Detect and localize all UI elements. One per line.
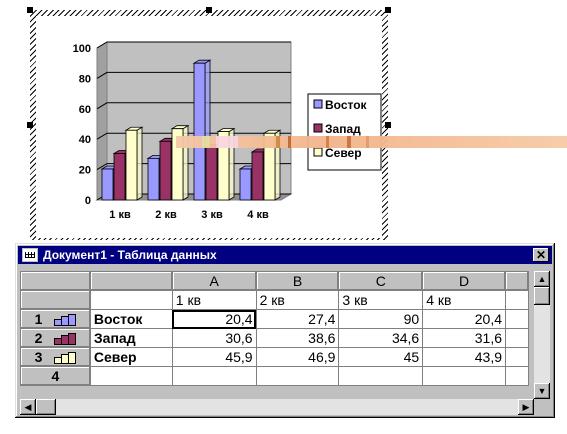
legend-label: Запад <box>325 122 361 136</box>
y-tick-label: 80 <box>79 73 91 85</box>
category-cell-d[interactable]: 4 кв <box>422 290 507 310</box>
x-tick-label: 2 кв <box>155 209 177 221</box>
y-tick-label: 0 <box>85 195 91 207</box>
column-header-extra[interactable] <box>505 271 529 291</box>
row-number: 3 <box>34 349 43 365</box>
resize-handle-tr[interactable] <box>385 7 391 13</box>
legend-label: Север <box>325 146 362 160</box>
vertical-scroll-thumb[interactable] <box>534 287 550 305</box>
series-label-cell[interactable] <box>89 366 173 386</box>
y-tick-label: 100 <box>73 43 91 55</box>
row-header-1[interactable]: 1 <box>20 309 91 329</box>
series-color-icon <box>54 313 77 326</box>
horizontal-scroll-thumb[interactable] <box>36 399 56 415</box>
column-header-d[interactable]: D <box>422 271 507 291</box>
resize-handle-tl[interactable] <box>27 7 33 13</box>
scroll-right-arrow-icon[interactable]: ▶ <box>518 399 534 415</box>
data-cell-b2[interactable]: 38,6 <box>255 328 340 348</box>
data-cell-extra[interactable] <box>505 347 529 367</box>
data-cell-d1[interactable]: 20,4 <box>422 309 507 329</box>
data-cell-c4[interactable] <box>338 366 424 386</box>
data-cell-c1[interactable]: 90 <box>338 309 424 329</box>
data-cell-d4[interactable] <box>422 366 507 386</box>
screen-artifact-streak <box>176 136 567 148</box>
category-cell-c[interactable]: 3 кв <box>338 290 424 310</box>
category-label-cell[interactable] <box>89 290 173 310</box>
data-cell-b3[interactable]: 46,9 <box>255 347 340 367</box>
row-header-3[interactable]: 3 <box>20 347 91 367</box>
horizontal-scrollbar[interactable]: ◀ ▶ <box>20 399 534 415</box>
legend-swatch <box>313 123 323 133</box>
legend-label: Восток <box>325 98 368 112</box>
bar <box>124 126 144 201</box>
window-title: Документ1 - Таблица данных <box>43 248 217 262</box>
category-cell-b[interactable]: 2 кв <box>255 290 340 310</box>
row-number: 2 <box>34 330 43 346</box>
resize-handle-mr[interactable] <box>385 122 391 128</box>
row-header-2[interactable]: 2 <box>20 328 91 348</box>
legend-swatch <box>313 99 323 109</box>
data-cell-b4[interactable] <box>255 366 340 386</box>
category-cell-a[interactable]: 1 кв <box>171 290 257 310</box>
row-header-4[interactable]: 4 <box>20 366 91 386</box>
data-cell-d3[interactable]: 43,9 <box>422 347 507 367</box>
datasheet-window[interactable]: Документ1 - Таблица данных ✕ A B C D 1 к… <box>15 243 555 418</box>
resize-handle-ml[interactable] <box>27 122 33 128</box>
data-cell-a1[interactable]: 20,4 <box>171 309 257 329</box>
scroll-down-arrow-icon[interactable]: ▼ <box>534 383 550 399</box>
data-cell-d2[interactable]: 31,6 <box>422 328 507 348</box>
series-color-icon <box>54 332 77 345</box>
data-cell-c2[interactable]: 34,6 <box>338 328 424 348</box>
y-tick-label: 40 <box>79 134 91 146</box>
series-label-cell[interactable]: Север <box>89 347 173 367</box>
data-cell-a2[interactable]: 30,6 <box>171 328 257 348</box>
x-tick-label: 4 кв <box>247 209 269 221</box>
category-cell-extra[interactable] <box>505 290 529 310</box>
datasheet-icon <box>22 248 38 262</box>
table-row[interactable]: 2 Запад 30,6 38,6 34,6 31,6 <box>20 328 529 348</box>
gridline <box>96 102 291 110</box>
series-color-icon <box>54 351 77 364</box>
vertical-scrollbar[interactable]: ▲ ▼ <box>534 271 550 399</box>
data-cell-extra[interactable] <box>505 366 529 386</box>
data-cell-extra[interactable] <box>505 328 529 348</box>
close-button[interactable]: ✕ <box>533 248 549 262</box>
gridline <box>96 71 291 79</box>
y-tick-label: 60 <box>79 104 91 116</box>
series-label-cell[interactable]: Восток <box>89 309 173 329</box>
corner-select-all[interactable] <box>20 271 91 291</box>
data-cell-a4[interactable] <box>171 366 257 386</box>
legend-swatch <box>313 147 323 157</box>
scroll-left-arrow-icon[interactable]: ◀ <box>20 399 36 415</box>
table-row[interactable]: 1 Восток 20,4 27,4 90 20,4 <box>20 309 529 329</box>
resize-handle-tm[interactable] <box>206 7 212 13</box>
row-number: 1 <box>34 311 43 327</box>
column-header-a[interactable]: A <box>171 271 257 291</box>
window-titlebar[interactable]: Документ1 - Таблица данных ✕ <box>18 246 552 264</box>
y-tick-label: 20 <box>79 165 91 177</box>
column-header-b[interactable]: B <box>255 271 340 291</box>
table-row[interactable]: 4 <box>20 366 529 386</box>
row-label-column-header[interactable] <box>89 271 173 291</box>
data-cell-a3[interactable]: 45,9 <box>171 347 257 367</box>
x-tick-label: 1 кв <box>109 209 131 221</box>
data-cell-b1[interactable]: 27,4 <box>255 309 340 329</box>
datasheet-grid[interactable]: A B C D 1 кв 2 кв 3 кв 4 кв 1 Восток 20,… <box>20 271 529 386</box>
column-header-c[interactable]: C <box>338 271 424 291</box>
gridline <box>96 41 291 49</box>
table-row[interactable]: 3 Север 45,9 46,9 45 43,9 <box>20 347 529 367</box>
x-tick-label: 3 кв <box>201 209 223 221</box>
data-cell-c3[interactable]: 45 <box>338 347 424 367</box>
series-label-cell[interactable]: Запад <box>89 328 173 348</box>
category-row-header[interactable] <box>20 290 91 310</box>
chart-legend[interactable]: Восток Запад Север <box>307 93 382 171</box>
data-cell-extra[interactable] <box>505 309 529 329</box>
scroll-up-arrow-icon[interactable]: ▲ <box>534 271 550 287</box>
